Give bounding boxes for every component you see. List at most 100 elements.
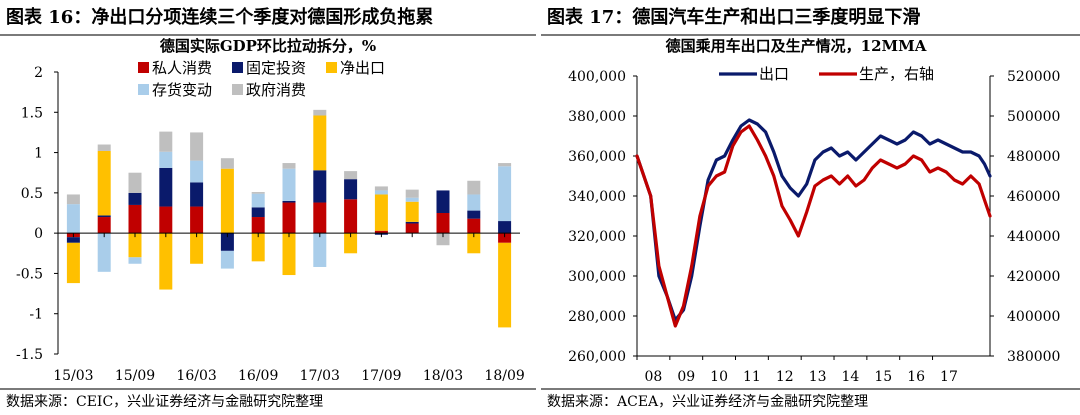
bar-segment [190,206,204,234]
right-y-tick-label: 520000 [1007,69,1060,85]
x-tick-label: 15/03 [53,368,93,384]
bar-segment [374,190,388,195]
bar-segment [344,233,358,254]
bar-segment [282,200,296,203]
figure-16-title: 图表 16：净出口分项连续三个季度对德国形成负拖累 [6,7,434,28]
x-tick-label: 09 [677,369,695,385]
x-tick-label: 10 [710,369,728,385]
bar-segment [220,233,234,251]
left-y-tick-label: 380,000 [568,109,626,125]
right-y-tick-label: 460000 [1007,189,1060,205]
bar-segment [159,151,173,168]
bar-segment [467,180,481,195]
legend-label: 生产，右轴 [859,65,934,83]
bar-segment [498,166,512,222]
left-y-tick-label: 320,000 [568,229,626,245]
legend-label: 固定投资 [246,59,306,77]
legend-label: 存货变动 [152,81,212,99]
bar-segment [467,233,481,254]
bar-segment [220,158,234,169]
series-line [635,118,992,322]
x-tick-label: 14 [842,369,860,385]
bar-segment [374,194,388,231]
y-tick-label: -1.5 [16,347,43,363]
bar-segment [97,233,111,272]
bar-segment [128,192,142,205]
bar-segment [498,163,512,167]
bar-segment [498,233,512,243]
bar-segment [251,207,265,218]
bar-segment [405,223,419,234]
car-export-production-line-chart: 德国乘用车出口及生产情况，12MMA 260,000 280,000 300,000… [568,37,1060,385]
x-tick-label: 08 [645,369,663,385]
legend-label: 私人消费 [152,59,212,77]
bar-segment [128,257,142,264]
bar-segment [159,131,173,152]
bar-segment [498,242,512,328]
y-tick-label: 0 [34,226,43,242]
x-tick-label: 13 [809,369,827,385]
chart-title: 德国实际GDP环比拉动拆分，% [160,37,376,55]
bar-segment [313,233,327,267]
left-y-tick-label: 260,000 [568,349,626,365]
legend-label: 出口 [759,65,789,83]
right-y-tick-label: 400000 [1007,309,1060,325]
bar-segment [374,230,388,234]
bar-segment [251,193,265,208]
y-tick-label: 1.5 [21,105,43,121]
figure-17-source: 数据来源：ACEA，兴业证券经济与金融研究院整理 [547,394,869,410]
bar-segment [66,194,80,205]
legend-swatch [138,84,149,95]
bar-segment [66,242,80,284]
right-y-tick-label: 480000 [1007,149,1060,165]
bar-segment [436,190,450,213]
bar-segment [159,167,173,207]
bar-segment [282,168,296,201]
bar-segment [66,237,80,243]
bar-segment [128,233,142,258]
bar-segment [313,115,327,171]
y-tick-label: 0.5 [21,186,43,202]
figure-17-panel: 图表 17：德国汽车生产和出口三季度明显下滑 德国乘用车出口及生产情况，12MM… [541,0,1080,415]
bar-segment [313,170,327,203]
bar-segment [374,186,388,191]
figure-16-panel: 图表 16：净出口分项连续三个季度对德国形成负拖累 德国实际GDP环比拉动拆分，… [0,0,536,415]
bar-segment [405,189,419,198]
bar-segment [128,204,142,234]
chart-title: 德国乘用车出口及生产情况，12MMA [666,37,927,55]
bar-segment [159,233,173,290]
bottom-rule [541,388,1080,390]
bar-segment [282,163,296,169]
legend-swatch [138,62,149,73]
right-y-tick-label: 420000 [1007,269,1060,285]
bar-segment [436,233,450,246]
y-tick-label: -0.5 [16,266,43,282]
legend-label: 政府消费 [246,81,306,99]
bar-segment [282,202,296,234]
bar-segment [97,215,111,218]
bar-segment [405,201,419,222]
bar-segment [467,210,481,219]
top-rule [0,34,536,36]
bar-segment [190,160,204,183]
bar-segment [251,217,265,234]
bar-segment [498,221,512,234]
figure-16-source: 数据来源：CEIC，兴业证券经济与金融研究院整理 [6,394,324,410]
bar-segment [344,179,358,200]
y-tick-label: 2 [34,65,43,81]
bar-segment [344,199,358,234]
top-rule [541,34,1080,36]
x-tick-label: 16 [907,369,925,385]
bar-segment [97,217,111,234]
bar-segment [128,172,142,193]
x-tick-label: 17 [940,369,958,385]
x-tick-label: 17/03 [300,368,340,384]
bar-segment [190,132,204,161]
left-y-tick-label: 400,000 [568,69,626,85]
right-y-tick-label: 500000 [1007,109,1060,125]
legend-swatch [232,84,243,95]
right-y-tick-label: 380000 [1007,349,1060,365]
series-line [635,124,992,328]
bar-segment [159,206,173,234]
bar-segment [190,182,204,207]
